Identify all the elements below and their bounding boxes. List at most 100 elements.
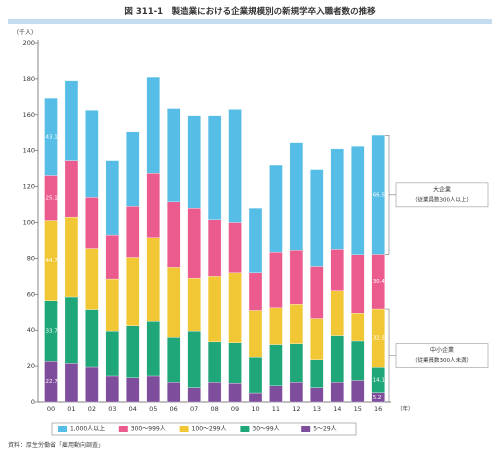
x-tick-label: 11 xyxy=(272,405,280,413)
annotation-label: 大企業 xyxy=(433,185,451,193)
bar-segment xyxy=(187,277,201,332)
bar-segment xyxy=(289,343,304,383)
annotation-bracket xyxy=(385,134,396,255)
bar-segment xyxy=(126,257,140,326)
bar-segment xyxy=(351,380,365,403)
bar-segment xyxy=(330,290,344,336)
bar-segment xyxy=(85,309,99,368)
annotation-label: 中小企業 xyxy=(430,346,454,354)
bar-segment xyxy=(310,318,324,360)
y-axis-label: （千人） xyxy=(13,29,37,37)
legend-label: 100～299人 xyxy=(192,426,227,433)
bar-segment xyxy=(289,142,304,251)
bar-segment xyxy=(371,134,385,255)
bar-segment xyxy=(167,337,181,383)
y-tick-label: 120 xyxy=(23,183,35,191)
bar-segment xyxy=(289,304,304,344)
x-tick-label: 09 xyxy=(231,405,239,413)
bar-segment xyxy=(85,248,99,310)
bar-segment xyxy=(105,234,119,280)
legend-label: 1,000人以上 xyxy=(70,425,105,433)
data-label: 25.1 xyxy=(46,195,58,201)
data-label: 30.4 xyxy=(373,279,386,285)
bar-segment xyxy=(64,296,79,364)
bar-segment xyxy=(146,172,160,238)
bar-segment xyxy=(167,201,181,268)
bar-segment xyxy=(146,321,160,377)
x-tick-label: 16 xyxy=(374,405,382,413)
bar-segment xyxy=(167,108,181,203)
source-note: 資料：厚生労働省「雇用動向調査」 xyxy=(8,442,105,449)
bar-segment xyxy=(310,359,324,388)
annotation-box xyxy=(395,343,489,368)
bar-segment xyxy=(126,377,140,403)
bar-segment xyxy=(248,310,263,358)
y-tick-label: 180 xyxy=(23,75,35,83)
x-tick-label: 07 xyxy=(190,405,198,413)
x-tick-label: 13 xyxy=(313,405,321,413)
bar-segment xyxy=(105,375,119,403)
bar-segment xyxy=(105,278,119,332)
bar-segment xyxy=(310,266,324,319)
x-tick-label: 03 xyxy=(108,405,116,413)
bar-segment xyxy=(64,80,79,161)
bar-segment xyxy=(248,392,263,403)
bar-segment xyxy=(207,276,222,343)
legend-label: 300～999人 xyxy=(131,426,166,433)
data-label: 44.7 xyxy=(46,258,59,264)
bar-segment xyxy=(187,115,201,209)
bar-segment xyxy=(126,325,140,378)
bar-segment xyxy=(269,344,283,386)
bar-segment xyxy=(85,110,99,198)
bar-segment xyxy=(351,312,365,342)
bar-segment xyxy=(330,148,344,250)
data-label: 33.7 xyxy=(46,329,59,335)
y-tick-label: 20 xyxy=(27,362,35,370)
bar-segment xyxy=(330,335,344,383)
bar-segment xyxy=(207,115,222,220)
legend-swatch xyxy=(301,426,311,432)
legend-label: 5～29人 xyxy=(313,426,336,433)
x-tick-label: 02 xyxy=(88,405,96,413)
bar-segment xyxy=(330,249,344,291)
legend-swatch xyxy=(179,426,189,432)
data-label: 66.5 xyxy=(373,192,386,198)
bar-segment xyxy=(289,382,304,403)
x-tick-label: 01 xyxy=(67,405,75,413)
bar-segment xyxy=(187,207,201,279)
data-label: 22.7 xyxy=(46,379,59,385)
x-tick-label: 04 xyxy=(129,405,137,413)
bar-segment xyxy=(207,341,222,383)
data-label: 14.1 xyxy=(373,378,385,384)
bar-segment xyxy=(64,216,79,298)
y-tick-label: 0 xyxy=(31,398,35,406)
bar-segment xyxy=(64,363,79,403)
x-tick-label: 15 xyxy=(354,405,362,413)
y-tick-label: 140 xyxy=(23,147,35,155)
title-underline-bar xyxy=(8,19,492,24)
x-tick-label: 00 xyxy=(47,405,55,413)
bar-segment xyxy=(167,382,181,403)
bar-segment xyxy=(248,207,263,273)
bar-segment xyxy=(146,375,160,403)
bar-segment xyxy=(64,160,79,218)
bar-segment xyxy=(289,250,304,305)
bar-segment xyxy=(269,164,283,253)
bar-segment xyxy=(269,385,283,403)
bar-segment xyxy=(310,387,324,403)
bar-segment xyxy=(187,387,201,403)
bar-segment xyxy=(146,76,160,174)
x-tick-label: 08 xyxy=(210,405,218,413)
bar-segment xyxy=(228,342,242,384)
x-tick-label: 14 xyxy=(333,405,341,413)
x-axis-unit-label: （年） xyxy=(397,405,414,413)
bar-segment xyxy=(228,272,242,343)
legend-swatch xyxy=(118,426,128,432)
y-tick-label: 100 xyxy=(23,219,35,227)
bar-segment xyxy=(351,254,365,314)
bar-segment xyxy=(207,382,222,403)
bar-segment xyxy=(248,356,263,394)
annotation-sublabel: （従業員数300人未満） xyxy=(412,356,472,364)
legend-swatch xyxy=(240,426,250,432)
